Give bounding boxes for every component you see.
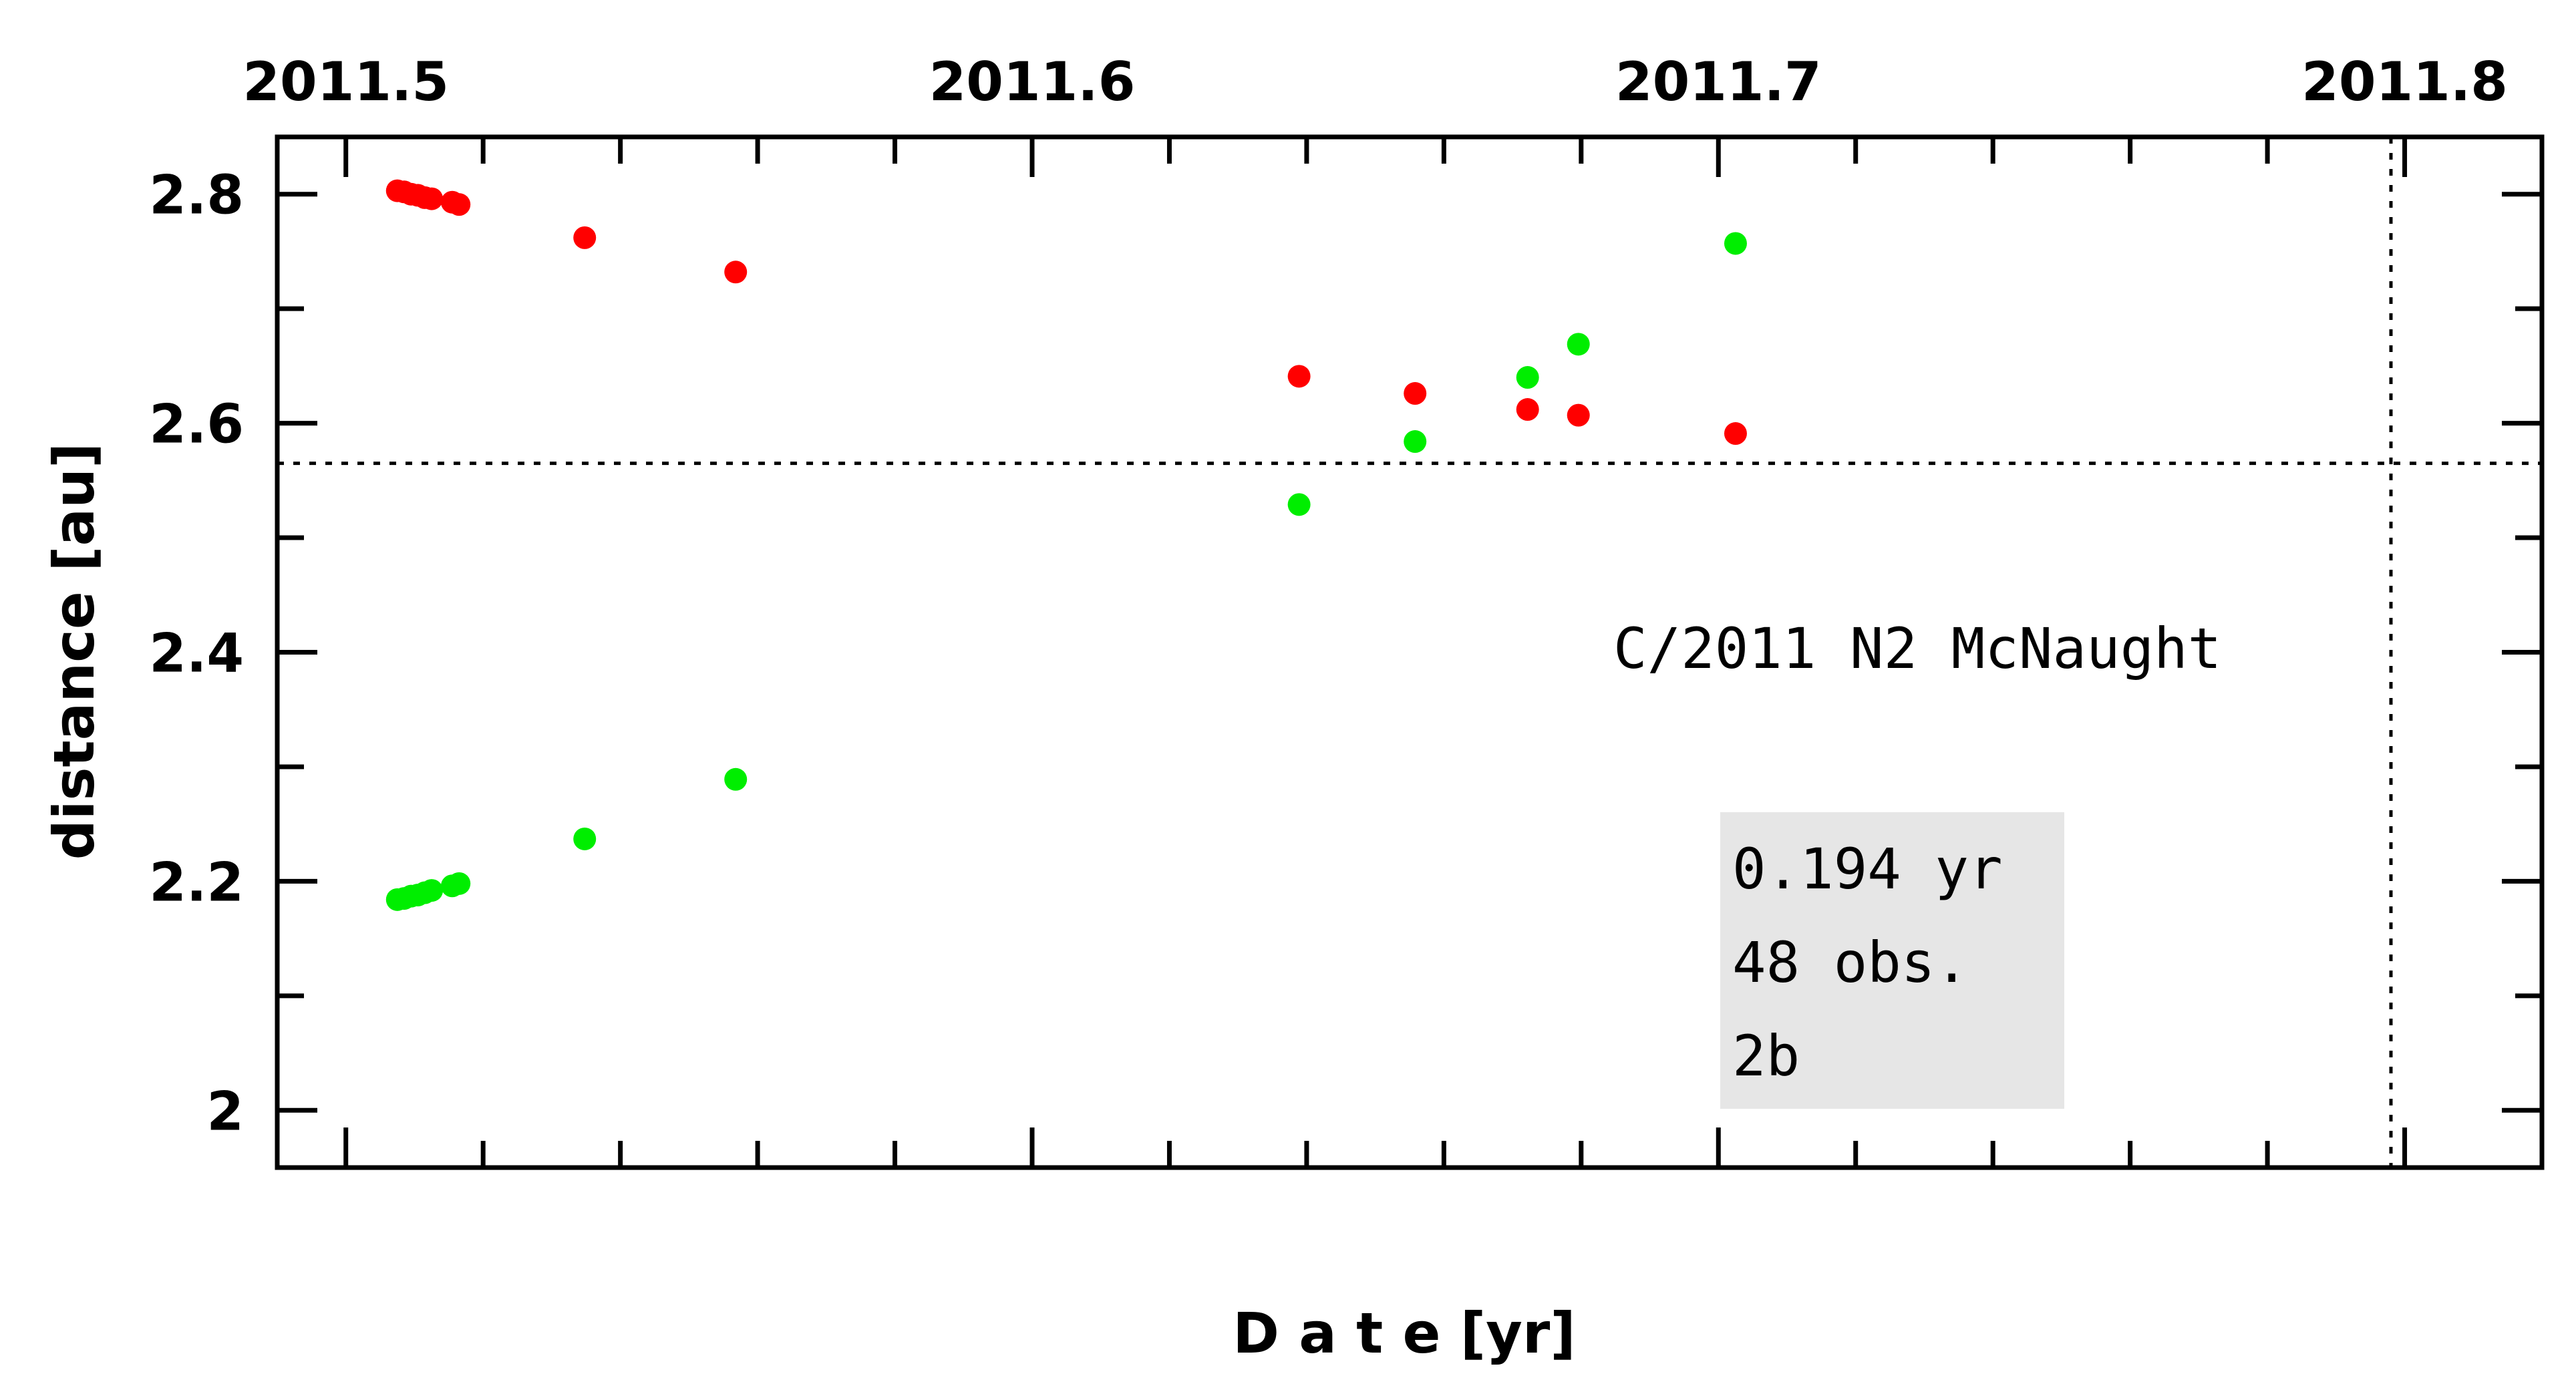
tick-labels: 2011.5 2011.6 2011.7 2011.8 2 2.2 2.4 2.6 2.8 [149, 51, 2508, 1142]
x-tick-label: 2011.6 [929, 51, 1136, 113]
green-data-point [1404, 430, 1427, 454]
x-axis-title: D a t e [yr] [1233, 1300, 1575, 1366]
green-data-point [420, 879, 444, 902]
red-data-point [1724, 422, 1747, 446]
green-data-point [573, 827, 597, 850]
info-box [1720, 812, 2064, 1109]
info-box-line-2: 48 obs. [1732, 930, 1969, 995]
object-label: C/2011 N2 McNaught [1613, 616, 2221, 681]
x-tick-label: 2011.7 [1615, 51, 1822, 113]
x-tick-label: 2011.8 [2301, 51, 2508, 113]
red-data-point [448, 193, 471, 216]
red-data-point [724, 260, 748, 284]
red-data-point [1516, 398, 1539, 421]
y-tick-label: 2.2 [149, 851, 244, 913]
plot-frame [275, 134, 2545, 1170]
y-axis-title: distance [au] [41, 443, 107, 860]
green-data-point [1516, 366, 1539, 389]
y-tick-label: 2 [206, 1080, 244, 1142]
data-points [385, 179, 1747, 911]
red-data-point [1567, 403, 1590, 427]
green-data-point [448, 872, 471, 895]
y-tick-label: 2.6 [149, 393, 244, 456]
x-tick-label: 2011.5 [243, 51, 449, 113]
green-data-point [1567, 333, 1590, 356]
red-data-point [420, 187, 444, 210]
green-data-point [1724, 232, 1747, 255]
y-tick-label: 2.8 [149, 164, 244, 226]
green-data-point [724, 767, 748, 791]
red-data-point [1404, 382, 1427, 405]
info-box-line-3: 2b [1732, 1023, 1800, 1089]
red-data-point [573, 226, 597, 249]
y-tick-label: 2.4 [149, 623, 244, 685]
green-data-point [1287, 493, 1311, 516]
reference-lines [277, 137, 2542, 1168]
red-data-point [1287, 365, 1311, 388]
axis-ticks [277, 137, 2545, 1168]
info-box-line-1: 0.194 yr [1732, 836, 2003, 902]
